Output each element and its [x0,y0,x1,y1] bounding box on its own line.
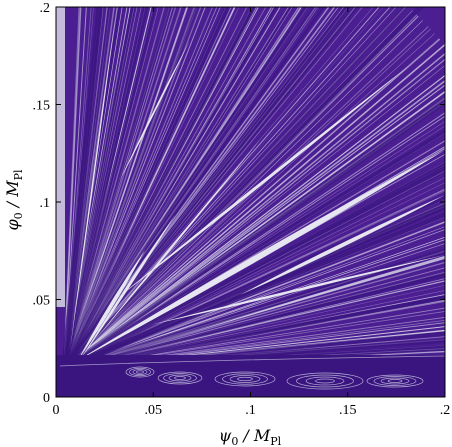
x-tick-label: 0 [53,403,60,418]
ray-stripe [63,226,445,370]
ray-stripe [63,65,445,370]
dark-ray-stripe [61,7,136,370]
ray-stripe [63,44,445,370]
dark-ray-stripe [63,7,292,370]
band-edge [59,355,445,367]
dark-ray-stripe [63,7,256,370]
dark-ray-stripe [61,7,230,371]
spiral-contour [222,373,268,385]
dark-ray-stripe [62,7,278,370]
x-tick-label: .1 [245,403,256,418]
ray-stripe [63,7,391,370]
dark-ray-stripe [61,7,149,370]
light-lobe [240,195,445,295]
spiral-contour [373,376,417,386]
spiral-contour [315,378,335,384]
dark-ray-stripe [62,165,445,372]
x-axis-label: ψ0 / MPl [219,426,282,447]
light-lobe [75,150,445,362]
ray-stripe [63,7,82,370]
ray-stripe [63,26,429,370]
ray-stripe [63,7,214,370]
dark-ray-stripe [62,7,308,370]
spiral-contour [296,374,354,388]
light-lobe [95,140,260,340]
dark-ray-stripe [62,128,445,371]
y-tick-label: .05 [33,294,51,309]
spiral-contour [168,374,192,382]
dark-ray-stripe [62,7,171,370]
ray-stripe [63,236,445,370]
light-rays [61,7,445,372]
ray-stripe [63,7,182,370]
ray-stripe [63,7,177,370]
light-lobe [78,250,145,360]
spiral-contour [157,371,203,385]
ray-stripe [63,7,80,370]
ray-stripe [63,7,384,370]
light-lobes [70,20,445,362]
y-axis-label: φ0 / MPl [3,169,25,231]
spiral-contour [129,367,151,377]
y-tick-label: .15 [33,99,51,114]
y-tick-label: .1 [40,196,51,211]
ray-stripe [63,52,445,370]
ray-stripe [63,229,445,370]
ray-stripe [63,58,445,370]
x-tick-label: .2 [440,403,451,418]
ray-stripe [63,7,374,370]
spiral-contour [237,376,253,382]
ray-stripe [63,38,441,370]
spiral-contour [305,376,345,386]
dark-ray-stripe [63,248,445,372]
dark-ray-stripe [63,295,445,371]
light-lobe [70,20,115,350]
heatmap-area [56,7,445,397]
left-light-strip [56,7,65,307]
light-lobe [150,255,445,325]
spiral-contour [286,372,364,390]
light-lobe [80,215,175,360]
ray-stripe [63,7,206,370]
spiral-contour [214,371,276,387]
ray-stripe [63,7,87,370]
spiral-contour [387,379,403,383]
ray-stripe [63,33,435,370]
dark-ray-stripe [63,212,445,371]
dark-ray-stripe [63,101,445,370]
x-tick-label: .05 [145,403,163,418]
spiral-contour [163,373,197,383]
spiral-contour [380,377,410,385]
y-tick-label: .2 [40,1,51,16]
x-axis-ticks: 0 .05 .1 .15 .2 [53,7,451,418]
ray-stripe [63,7,380,370]
bottom-spirals [59,355,445,390]
dark-ray-stripe [62,7,198,370]
dark-ray-stripe [61,7,102,370]
y-axis-ticks: 0 .05 .1 .15 .2 [33,1,445,406]
ray-stripe [63,38,440,370]
ray-stripe [63,285,445,370]
dark-ray-stripe [62,7,425,371]
dark-ray-stripe [62,7,121,370]
light-lobe [115,65,410,300]
dark-ray-stripe [63,273,445,371]
spiral-contour [174,376,186,380]
ray-stripe [63,74,445,370]
dark-ray-stripe [63,195,445,371]
x-tick-label: .15 [339,403,357,418]
spiral-contour [125,366,155,378]
spiral-contour [132,369,148,375]
ray-stripe [63,79,445,370]
spiral-contour [136,370,144,374]
spiral-contour [229,375,261,383]
spiral-contour [366,374,424,388]
y-tick-label: 0 [43,391,50,406]
light-lobe [120,40,190,180]
ray-stripe [63,28,431,370]
